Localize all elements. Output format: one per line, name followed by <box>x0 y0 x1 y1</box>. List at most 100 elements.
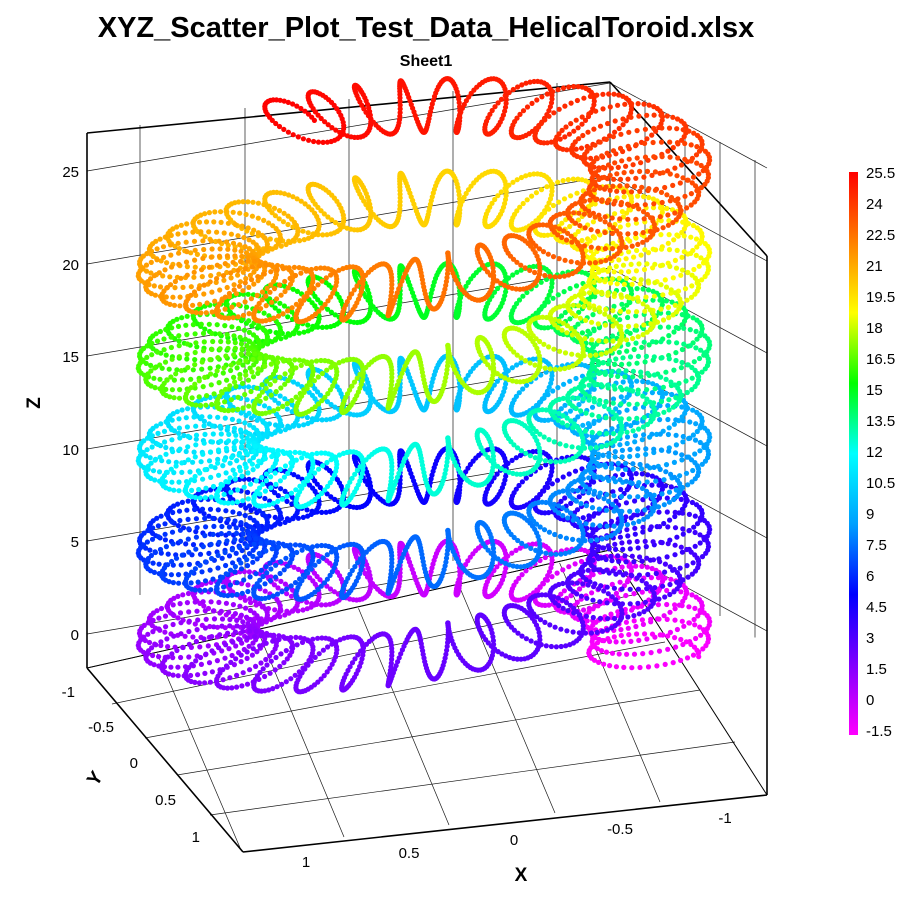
scatter-point <box>175 593 181 600</box>
scatter-point <box>277 516 283 522</box>
scatter-point <box>673 417 679 423</box>
scatter-point <box>183 415 189 421</box>
scatter-point <box>612 361 618 367</box>
scatter-point <box>623 163 629 169</box>
scatter-point <box>150 617 156 624</box>
scatter-point <box>555 385 561 391</box>
scatter-point <box>156 615 162 621</box>
scatter-point <box>269 210 275 216</box>
floor-gridline-y <box>176 689 701 776</box>
scatter-point <box>673 324 679 331</box>
scatter-point <box>657 431 663 437</box>
scatter-point <box>606 91 612 97</box>
scatter-point <box>649 482 655 488</box>
scatter-point <box>622 466 629 472</box>
scatter-point <box>547 196 554 202</box>
scatter-point <box>235 272 241 278</box>
scatter-point <box>640 651 646 657</box>
scatter-point <box>503 565 509 572</box>
scatter-point <box>176 343 182 349</box>
scatter-point <box>566 564 572 570</box>
scatter-point <box>161 428 168 434</box>
scatter-point <box>544 577 551 583</box>
scatter-point <box>327 586 334 592</box>
scatter-point <box>548 100 555 106</box>
scatter-point <box>549 376 555 382</box>
scatter-point <box>294 417 300 423</box>
scatter-point <box>549 469 555 475</box>
scatter-point <box>551 110 557 116</box>
scatter-point <box>610 148 617 154</box>
scatter-point <box>663 369 669 375</box>
scatter-point <box>225 220 231 226</box>
scatter-point <box>593 108 599 114</box>
scatter-point <box>593 527 599 533</box>
back-wall-gridline <box>86 175 611 265</box>
scatter-point <box>567 223 573 230</box>
scatter-point <box>665 646 671 652</box>
scatter-point <box>217 423 223 429</box>
scatter-point <box>549 574 555 580</box>
scatter-point <box>217 246 223 252</box>
scatter-point <box>549 96 555 102</box>
scatter-point <box>680 531 686 537</box>
scatter-point <box>169 417 175 423</box>
scatter-point <box>294 232 300 238</box>
scatter-point <box>613 639 619 645</box>
scatter-point <box>550 202 557 209</box>
scatter-point <box>617 145 624 151</box>
scatter-point <box>454 305 460 311</box>
scatter-point <box>609 333 616 339</box>
scatter-point <box>615 373 621 379</box>
scatter-point <box>573 146 579 152</box>
scatter-point <box>616 558 622 565</box>
scatter-point <box>674 626 681 633</box>
scatter-point <box>646 194 652 201</box>
scatter-point <box>396 305 402 311</box>
scatter-point <box>183 239 189 245</box>
scatter-point <box>664 205 670 212</box>
scatter-point <box>396 398 402 404</box>
scatter-point <box>519 82 525 88</box>
scatter-point <box>532 130 539 136</box>
scatter-point <box>577 586 583 592</box>
scatter-point <box>609 426 615 432</box>
scatter-point <box>218 516 224 522</box>
scatter-point <box>693 421 699 427</box>
scatter-point <box>630 162 636 168</box>
scatter-point <box>188 376 194 382</box>
scatter-point <box>627 471 633 477</box>
scatter-point <box>671 329 677 335</box>
scatter-point <box>218 338 224 345</box>
scatter-point <box>651 154 657 160</box>
scatter-point <box>210 608 217 614</box>
scatter-point <box>639 471 645 477</box>
scatter-point <box>165 644 171 650</box>
scatter-point <box>237 279 243 285</box>
scatter-point <box>245 225 251 231</box>
scatter-point <box>191 414 197 420</box>
scatter-point <box>579 114 585 120</box>
scatter-point <box>633 471 639 477</box>
scatter-point <box>295 134 301 140</box>
scatter-point <box>329 217 335 223</box>
scatter-point <box>586 111 592 117</box>
scatter-point <box>169 427 175 433</box>
scatter-point <box>662 184 668 191</box>
scatter-point <box>281 126 287 132</box>
scatter-point <box>195 617 201 623</box>
scatter-point <box>531 171 537 177</box>
scatter-point <box>206 458 213 464</box>
scatter-point <box>697 448 703 454</box>
scatter-point <box>566 471 572 477</box>
scatter-point <box>228 275 234 281</box>
scatter-point <box>150 468 157 474</box>
scatter-point <box>628 114 634 120</box>
scatter-point <box>232 611 238 617</box>
scatter-point <box>178 562 184 568</box>
scatter-point <box>548 192 555 198</box>
scatter-point <box>666 339 672 345</box>
scatter-point <box>620 639 626 645</box>
scatter-point <box>664 509 670 515</box>
scatter-point <box>174 316 180 322</box>
